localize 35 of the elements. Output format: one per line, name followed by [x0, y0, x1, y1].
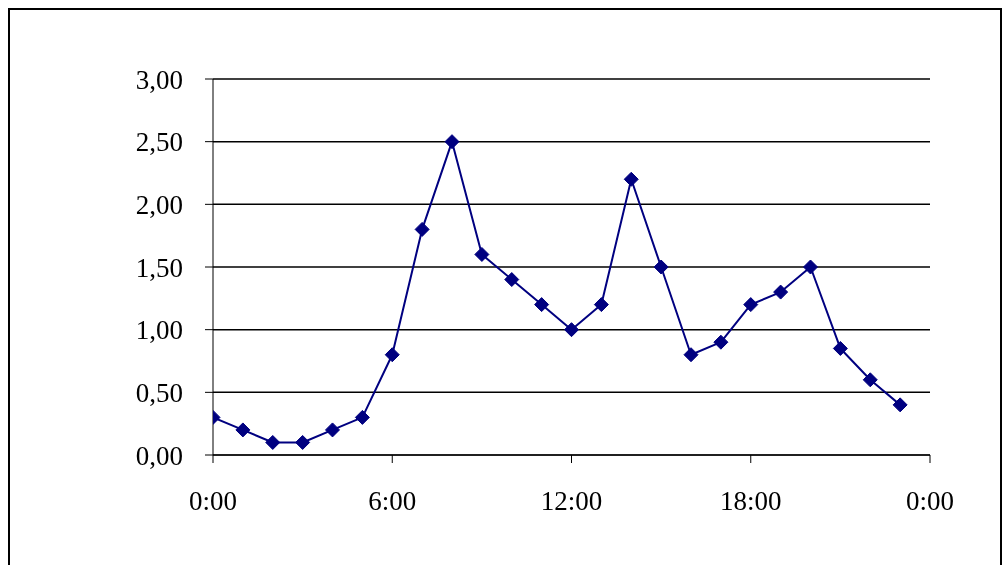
point [414, 221, 430, 237]
point [773, 284, 789, 300]
point [474, 246, 490, 262]
point [325, 422, 340, 438]
point [444, 134, 460, 150]
point [564, 322, 579, 338]
point [504, 272, 520, 288]
point [265, 434, 281, 450]
x-tick-label: 6:00 [368, 486, 417, 517]
y-tick-label: 1,50 [135, 252, 183, 283]
point [862, 372, 878, 388]
point [295, 434, 311, 450]
point [593, 297, 609, 313]
y-tick-label: 0,50 [135, 377, 183, 408]
y-tick-label: 2,00 [135, 189, 183, 220]
point [713, 334, 729, 350]
x-tick-label: 12:00 [540, 486, 603, 517]
point [743, 297, 759, 313]
point [683, 347, 699, 363]
point [354, 409, 370, 425]
point [892, 397, 908, 413]
point [803, 259, 818, 275]
point [235, 422, 251, 438]
x-tick-label: 0:00 [188, 486, 238, 517]
point [832, 340, 848, 356]
x-tick-label: 0:00 [905, 486, 955, 517]
y-tick-label: 1,00 [135, 315, 183, 346]
x-tick-label: 18:00 [719, 486, 782, 517]
y-tick-label: 0,00 [135, 440, 183, 471]
point [653, 259, 669, 275]
point [384, 347, 400, 363]
point [623, 171, 639, 187]
y-tick-label: 3,00 [135, 64, 183, 95]
y-tick-label: 2,50 [135, 127, 183, 158]
point [534, 297, 550, 313]
